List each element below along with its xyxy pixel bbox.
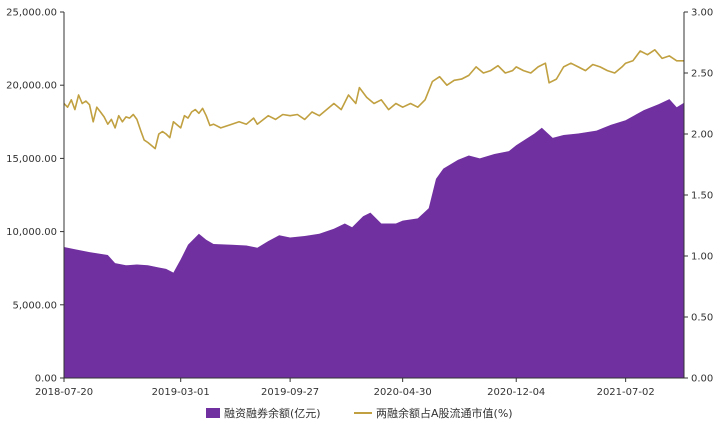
- y-left-tick-label: 25,000.00: [6, 8, 57, 19]
- series-line-margin-ratio: [63, 49, 684, 150]
- y-left-tick-label: 15,000.00: [6, 154, 57, 165]
- legend-label-margin-ratio: 两融余额占A股流通市值(%): [376, 406, 513, 420]
- y-right-tick-label: 2.50: [691, 69, 713, 80]
- y-right-tick-label: 0.00: [691, 374, 713, 385]
- y-axis-left: 0.00 5,000.00 10,000.00 15,000.00 20,000.00 2…: [6, 8, 65, 385]
- y-right-tick-label: 1.00: [691, 252, 713, 263]
- x-tick-label: 2020-04-30: [374, 387, 432, 398]
- legend-swatch-margin-balance: [206, 408, 220, 418]
- y-right-tick-label: 2.00: [691, 130, 713, 141]
- series-area-margin-balance: [64, 99, 684, 378]
- x-tick-label: 2018-07-20: [35, 387, 93, 398]
- y-right-tick-label: 3.00: [691, 8, 713, 19]
- y-left-tick-label: 20,000.00: [6, 81, 57, 92]
- legend: 融资融券余额(亿元) 两融余额占A股流通市值(%): [206, 406, 513, 420]
- x-axis: 2018-07-20 2019-03-01 2019-09-27 2020-04-30…: [35, 377, 684, 398]
- legend-label-margin-balance: 融资融券余额(亿元): [224, 406, 321, 420]
- y-left-tick-label: 5,000.00: [12, 300, 57, 311]
- y-right-tick-label: 1.50: [691, 191, 713, 202]
- y-left-tick-label: 0.00: [35, 374, 57, 385]
- x-tick-label: 2020-12-04: [487, 387, 545, 398]
- x-tick-label: 2019-09-27: [261, 387, 319, 398]
- x-tick-label: 2019-03-01: [152, 387, 210, 398]
- y-left-tick-label: 10,000.00: [6, 227, 57, 238]
- y-axis-right: 0.00 0.50 1.00 1.50 2.00 2.50 3.00: [683, 8, 713, 385]
- x-tick-label: 2021-07-02: [597, 387, 655, 398]
- plot-area: [63, 49, 684, 378]
- y-right-tick-label: 0.50: [691, 313, 713, 324]
